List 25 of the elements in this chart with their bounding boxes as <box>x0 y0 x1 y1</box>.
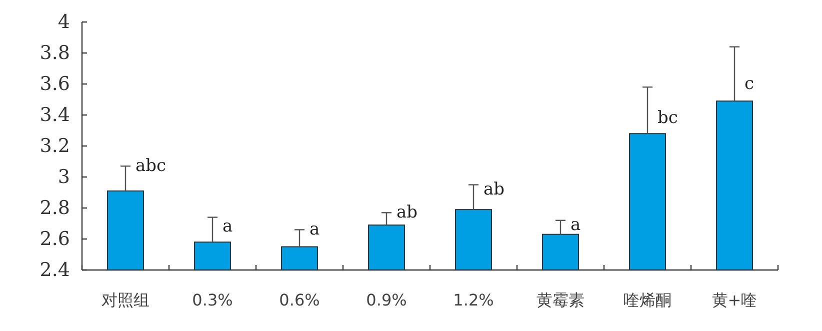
annotation: c <box>744 74 754 94</box>
x-tick-label: 1.2% <box>453 290 494 310</box>
x-tick-label: 0.6% <box>279 290 320 310</box>
annotation: ab <box>484 179 505 200</box>
y-tick-label: 3.8 <box>40 42 70 64</box>
y-tick-label: 2.4 <box>40 259 70 281</box>
annotation: a <box>570 215 581 236</box>
annotation: ab <box>396 202 418 223</box>
y-tick-label: 4 <box>58 11 70 33</box>
annotation: abc <box>136 156 166 176</box>
x-tick-label: 黄霉素 <box>536 290 584 310</box>
x-tick-label: 喹烯酮 <box>624 290 672 310</box>
annotation: a <box>222 216 233 237</box>
x-tick-label: 0.9% <box>366 290 407 310</box>
annotation: a <box>310 220 320 240</box>
x-tick-label: 对照组 <box>102 290 150 310</box>
y-tick-label: 3.4 <box>40 104 70 126</box>
y-tick-label: 3.6 <box>40 73 70 95</box>
y-tick-label: 3 <box>58 166 70 188</box>
y-tick-label: 2.8 <box>40 197 70 219</box>
x-tick-label: 0.3% <box>192 290 233 310</box>
annotation: bc <box>658 108 678 128</box>
x-tick-label: 黄+喹 <box>712 290 758 310</box>
y-tick-label: 3.2 <box>40 135 70 157</box>
y-tick-label: 2.6 <box>40 228 70 250</box>
